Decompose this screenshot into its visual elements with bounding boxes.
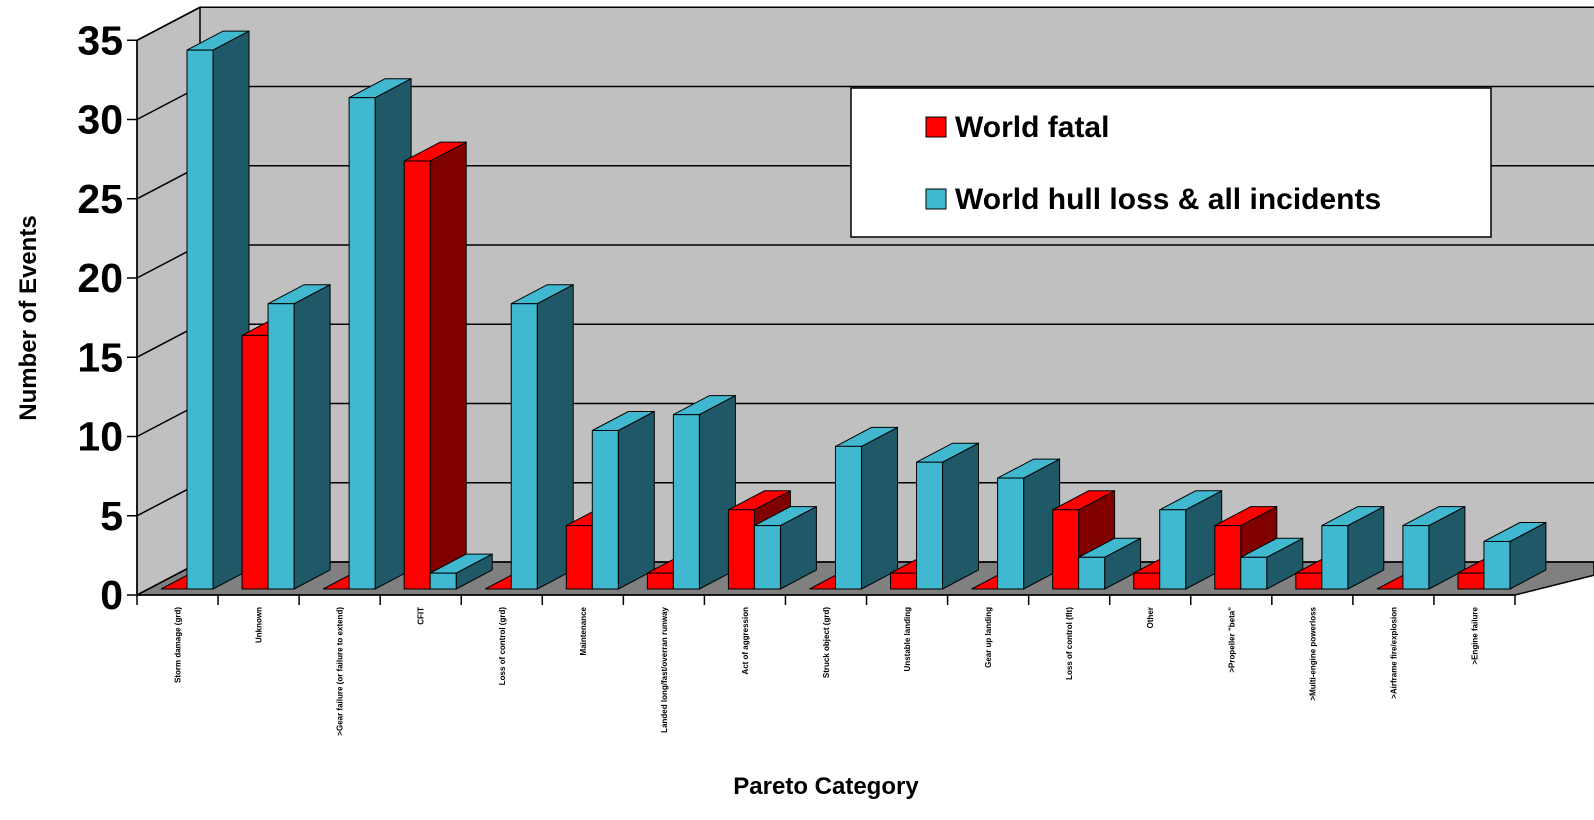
legend-swatch-world-hull-loss <box>925 188 947 210</box>
x-tick-label: Loss of control (grd) <box>498 607 507 686</box>
x-tick-label: >Engine failure <box>1471 606 1480 664</box>
bars-group <box>160 30 1547 590</box>
x-tick-label: Struck object (grd) <box>822 607 831 678</box>
bar-world-hull-loss <box>267 283 331 590</box>
y-tick-label: 15 <box>77 334 123 380</box>
x-tick-label: Unknown <box>255 607 264 643</box>
x-tick-label: >Gear failure (or failure to extend) <box>336 607 345 736</box>
bar-world-hull-loss <box>1159 489 1223 590</box>
bar-world-hull-loss <box>348 77 412 590</box>
x-tick-label: >Propeller "beta" <box>1227 607 1236 673</box>
y-tick-label: 5 <box>100 493 123 539</box>
bar-world-hull-loss <box>186 30 250 590</box>
x-tick-label: Unstable landing <box>903 607 912 672</box>
y-axis-title: Number of Events <box>15 215 42 420</box>
legend-label-world-fatal: World fatal <box>955 111 1109 144</box>
x-tick-label: Storm damage (grd) <box>174 607 183 683</box>
x-tick-label: Gear up landing <box>984 607 993 668</box>
y-tick-label: 20 <box>77 255 123 301</box>
y-tick-label: 35 <box>77 17 123 63</box>
legend-box <box>850 87 1492 238</box>
x-tick-label: Act of aggression <box>741 607 750 675</box>
x-tick-label: Landed long/fast/overran runway <box>660 606 669 732</box>
x-tick-label: Loss of control (flt) <box>1065 607 1074 680</box>
bar-world-hull-loss <box>1240 537 1304 590</box>
bar-world-hull-loss <box>591 410 655 590</box>
x-tick-label: >Multi-engine powerloss <box>1308 606 1317 700</box>
y-tick-label: 30 <box>77 97 123 143</box>
bar-world-hull-loss <box>1078 537 1142 590</box>
bar-world-hull-loss <box>997 458 1061 590</box>
x-axis-title: Pareto Category <box>733 773 919 800</box>
y-tick-label: 0 <box>100 572 123 618</box>
bar-world-hull-loss <box>510 283 574 590</box>
x-tick-label: Other <box>1146 607 1155 628</box>
bar-world-hull-loss <box>1483 521 1547 590</box>
bar-world-hull-loss <box>916 442 979 590</box>
bar-world-hull-loss <box>429 553 493 590</box>
bar-world-hull-loss <box>672 394 736 590</box>
bar-world-hull-loss <box>1402 505 1466 590</box>
bar-world-hull-loss <box>1321 505 1385 590</box>
y-tick-label: 25 <box>77 176 123 222</box>
legend-label-world-hull-loss: World hull loss & all incidents <box>955 183 1381 216</box>
axes-group: 0 5 10 15 20 25 30 35 Storm damage (grd) Unknown >… <box>77 17 1516 736</box>
legend: World fatal World hull loss & all incide… <box>850 87 1492 238</box>
x-tick-label: CFIT <box>417 607 426 625</box>
x-tick-label: Maintenance <box>579 606 588 655</box>
bar-world-fatal <box>403 141 467 590</box>
x-tick-label: >Airframe fire/explosion <box>1389 607 1398 699</box>
bar-world-hull-loss <box>834 426 898 590</box>
legend-swatch-world-fatal <box>925 116 947 138</box>
bar-world-hull-loss <box>753 505 817 590</box>
y-tick-label: 10 <box>77 414 123 460</box>
